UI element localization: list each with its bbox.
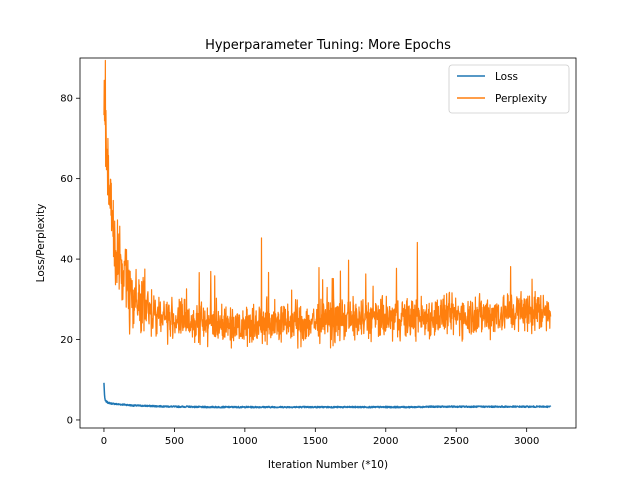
x-tick-label: 2000 [373,436,398,447]
x-tick-label: 1000 [232,436,257,447]
plot-area [79,57,577,429]
y-tick-label: 20 [60,335,73,346]
x-tick-label: 0 [101,436,107,447]
plot-background [80,58,576,428]
legend: Loss Perplexity [448,64,570,114]
y-axis: 0 20 40 60 80 [60,94,80,426]
x-tick-label: 2500 [444,436,469,447]
legend-label-loss: Loss [495,71,518,83]
x-tick-label: 1500 [303,436,328,447]
legend-label-perplexity: Perplexity [495,93,547,105]
series-line-loss [103,382,552,409]
x-axis-label: Iteration Number (*10) [268,459,388,471]
series-line-perplexity [103,59,552,349]
y-axis-label: Loss/Perplexity [35,204,47,283]
series-layer [103,59,552,409]
x-tick-label: 500 [165,436,184,447]
chart-title: Hyperparameter Tuning: More Epochs [205,38,451,53]
x-axis: 0 500 1000 1500 2000 2500 3000 [101,428,539,447]
y-tick-label: 80 [60,94,73,105]
legend-box [448,64,570,114]
y-tick-label: 60 [60,174,73,185]
y-tick-label: 0 [67,415,73,426]
y-tick-label: 40 [60,255,73,266]
x-tick-label: 3000 [514,436,539,447]
plot-frame [79,57,577,429]
